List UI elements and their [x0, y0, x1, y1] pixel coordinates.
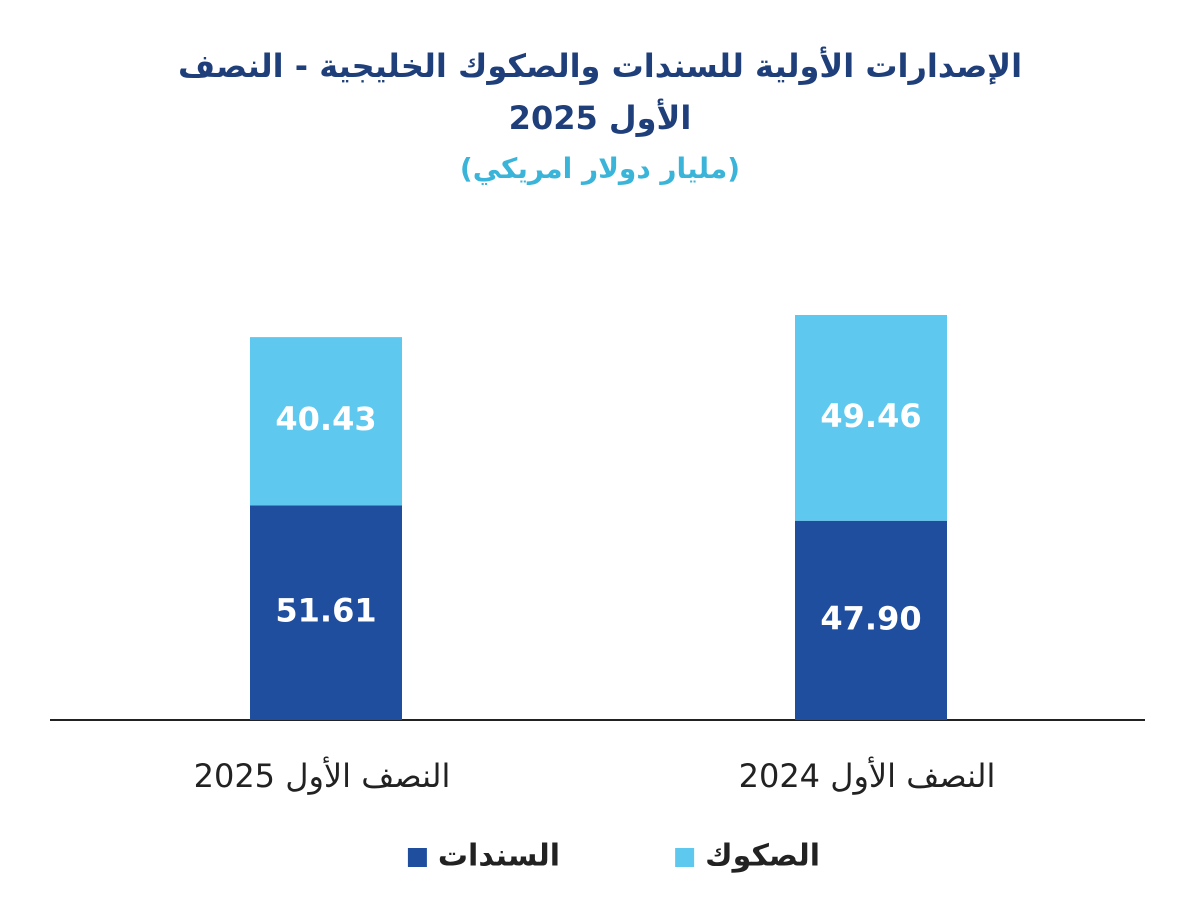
- bar-segment: [795, 520, 947, 720]
- x-tick-label: النصف الأول 2025: [194, 756, 451, 795]
- value-label: 51.61: [275, 592, 376, 630]
- legend-swatch: [675, 848, 695, 867]
- legend-label: السندات: [438, 839, 560, 874]
- x-tick-label: النصف الأول 2024: [739, 756, 996, 795]
- bar-segment: [250, 337, 402, 506]
- bar-segment: [795, 314, 947, 521]
- chart-title: الإصدارات الأولية للسندات والصكوك الخليج…: [177, 47, 1023, 137]
- legend-swatch: [407, 848, 427, 867]
- chart-subtitle: (مليار دولار امريكي): [459, 152, 741, 185]
- value-label: 40.43: [275, 400, 376, 438]
- value-label: 47.90: [820, 599, 921, 637]
- legend-label: الصكوك: [705, 839, 820, 874]
- bar-segment: [250, 505, 402, 720]
- value-label: 49.46: [820, 397, 921, 435]
